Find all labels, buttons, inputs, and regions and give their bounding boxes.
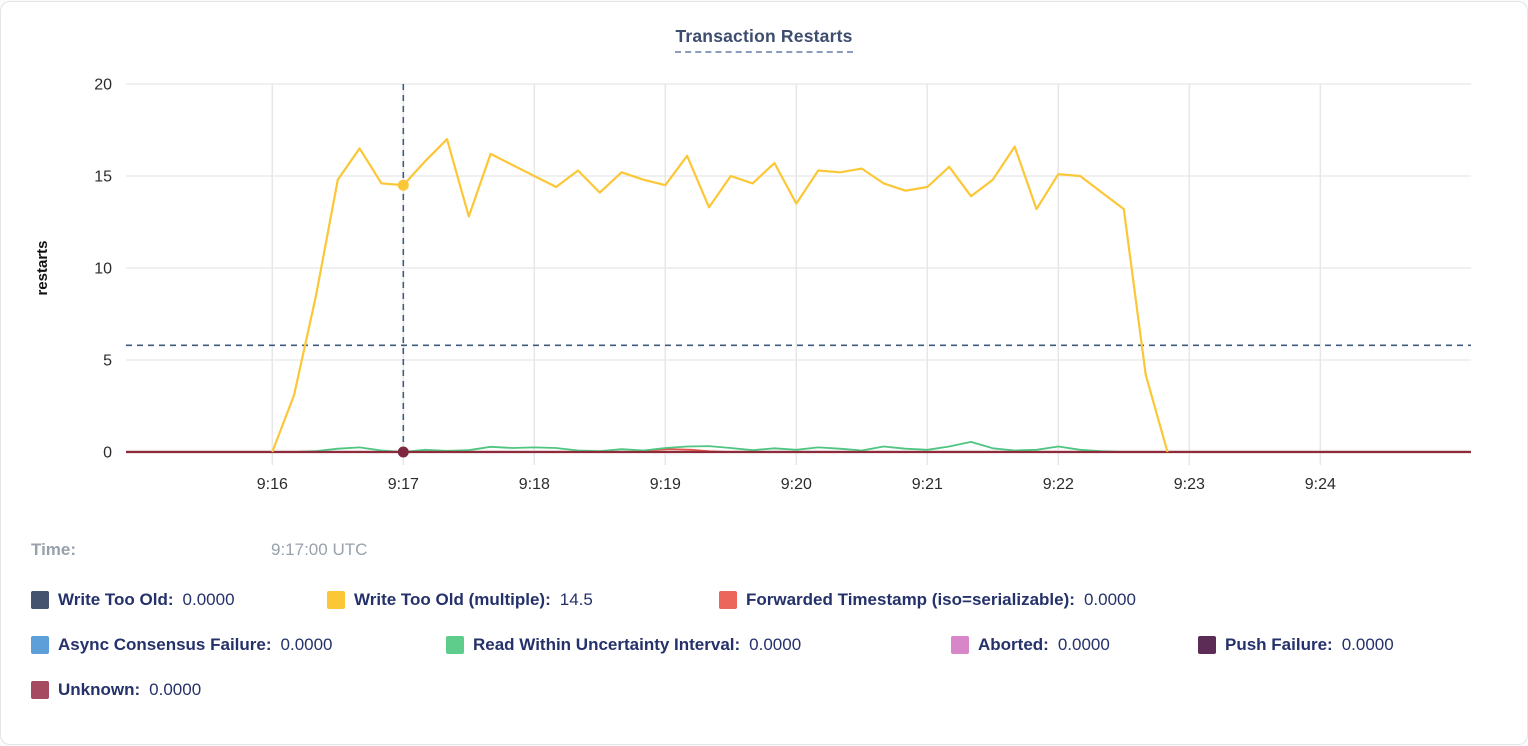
x-tick-label: 9:22: [1043, 476, 1074, 493]
legend-value: 0.0000: [149, 680, 202, 699]
legend-value: 14.5: [559, 590, 593, 609]
legend-item-aborted: Aborted: 0.0000: [951, 634, 1110, 656]
x-tick-label: 9:16: [257, 476, 288, 493]
legend-value: 0.0000: [182, 590, 235, 609]
x-tick-label: 9:19: [650, 476, 681, 493]
restarts-chart[interactable]: 0 5 10 15 20 9:16 9:17 9:18 9:19 9:20 9:21 9:22 9:23…: [1, 2, 1527, 507]
legend-swatch-write-too-old-multiple: [327, 591, 345, 609]
legend-item-unknown: Unknown: 0.0000: [31, 679, 201, 701]
chart-title: Transaction Restarts: [675, 26, 853, 53]
y-tick-label: 0: [103, 445, 112, 462]
x-tick-label: 9:24: [1305, 476, 1336, 493]
x-tick-label: 9:17: [388, 476, 419, 493]
hover-time-value: 9:17:00 UTC: [271, 540, 368, 559]
legend-value: 0.0000: [749, 635, 802, 654]
legend-swatch-forwarded-timestamp-iso-serializable: [719, 591, 737, 609]
legend-label: Write Too Old:: [58, 590, 174, 609]
x-tick-label: 9:21: [912, 476, 943, 493]
legend-item-push-failure: Push Failure: 0.0000: [1198, 634, 1394, 656]
legend-swatch-unknown: [31, 681, 49, 699]
y-tick-label: 5: [103, 353, 112, 370]
legend-item-async-consensus-failure: Async Consensus Failure: 0.0000: [31, 634, 333, 656]
legend-label: Push Failure:: [1225, 635, 1333, 654]
legend-value: 0.0000: [1083, 590, 1136, 609]
series-line-read-within-uncertainty-interval: [272, 440, 1146, 453]
legend-swatch-aborted: [951, 636, 969, 654]
x-tick-label: 9:20: [781, 476, 812, 493]
legend-label: Unknown:: [58, 680, 141, 699]
y-axis-label: restarts: [34, 240, 51, 295]
legend-label: Read Within Uncertainty Interval:: [473, 635, 741, 654]
y-tick-label: 10: [94, 261, 112, 278]
hover-dot-write-too-old-multiple: [397, 179, 409, 191]
legend-label: Forwarded Timestamp (iso=serializable):: [746, 590, 1075, 609]
hover-time-label: Time:: [31, 540, 77, 559]
legend-item-read-within-uncertainty-interval: Read Within Uncertainty Interval: 0.0000: [446, 634, 801, 656]
legend-swatch-read-within-uncertainty-interval: [446, 636, 464, 654]
legend-swatch-push-failure: [1198, 636, 1216, 654]
legend-item-write-too-old-multiple: Write Too Old (multiple): 14.5: [327, 589, 593, 611]
y-tick-label: 20: [94, 77, 112, 94]
hover-readout: Time: 9:17:00 UTC: [1, 540, 1527, 564]
legend-label: Write Too Old (multiple):: [354, 590, 551, 609]
legend-item-forwarded-timestamp-iso-serializable: Forwarded Timestamp (iso=serializable): 0…: [719, 589, 1136, 611]
series-line-write-too-old-multiple: [271, 138, 1169, 453]
legend-swatch-async-consensus-failure: [31, 636, 49, 654]
legend-value: 0.0000: [280, 635, 333, 654]
legend-value: 0.0000: [1057, 635, 1110, 654]
hover-dot-unknown: [397, 446, 409, 458]
chart-title-wrap: Transaction Restarts: [1, 26, 1527, 53]
legend-label: Async Consensus Failure:: [58, 635, 272, 654]
legend-swatch-write-too-old: [31, 591, 49, 609]
legend-label: Aborted:: [978, 635, 1049, 654]
y-tick-label: 15: [94, 169, 112, 186]
legend-value: 0.0000: [1341, 635, 1394, 654]
x-tick-label: 9:23: [1174, 476, 1205, 493]
x-tick-label: 9:18: [519, 476, 550, 493]
legend-item-write-too-old: Write Too Old: 0.0000: [31, 589, 235, 611]
